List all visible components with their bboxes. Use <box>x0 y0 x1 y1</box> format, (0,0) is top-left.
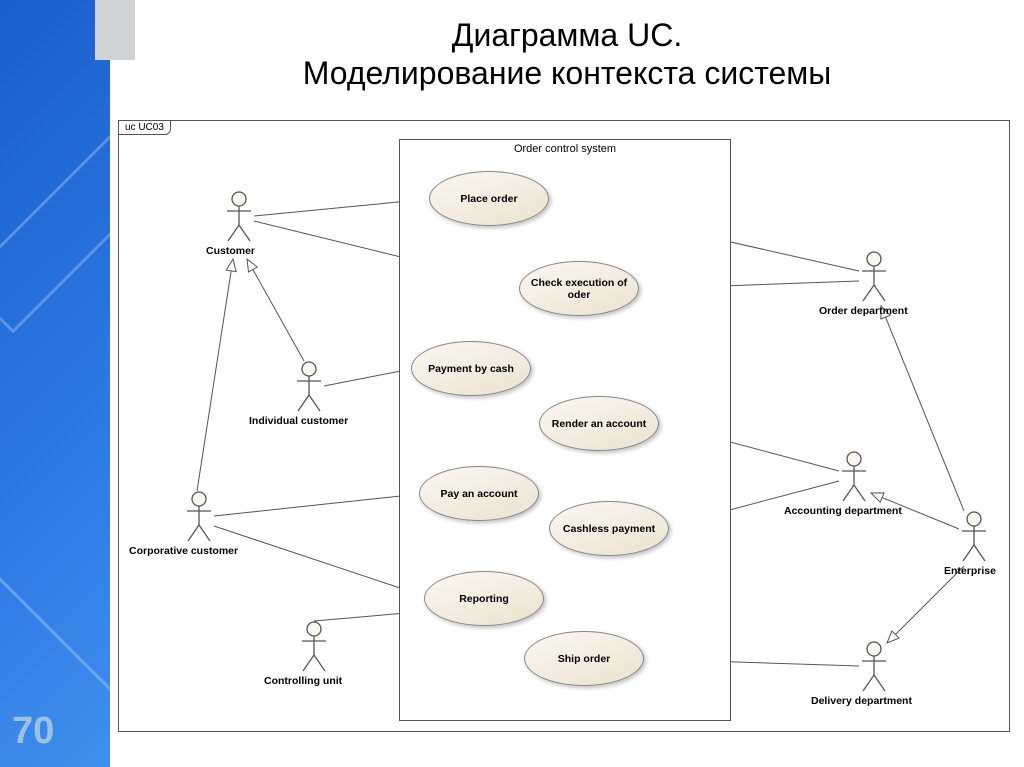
usecase-reporting: Reporting <box>424 571 544 626</box>
actor-order_dept <box>859 251 889 303</box>
usecase-cashless: Cashless payment <box>549 501 669 556</box>
title-line-2: Моделирование контекста системы <box>303 55 832 91</box>
edge-corp_cust-reporting <box>214 526 424 596</box>
actor-label-corp_cust: Corporative customer <box>129 545 238 557</box>
edge-corp_cust-customer <box>197 259 233 491</box>
edge-indiv_cust-customer <box>247 259 304 361</box>
usecase-ship_order: Ship order <box>524 631 644 686</box>
edge-indiv_cust-pay_cash <box>324 369 411 386</box>
system-title: Order control system <box>400 143 730 155</box>
actor-acc_dept <box>839 451 869 503</box>
actor-label-customer: Customer <box>206 245 255 257</box>
actor-label-order_dept: Order department <box>819 305 908 317</box>
actor-label-enterprise: Enterprise <box>944 565 996 577</box>
edge-corp_cust-pay_acc <box>214 494 419 516</box>
usecase-pay_acc: Pay an account <box>419 466 539 521</box>
edge-enterprise-order_dept <box>881 306 964 511</box>
title-line-1: Диаграмма UC. <box>452 17 682 53</box>
usecase-render_acc: Render an account <box>539 396 659 451</box>
actor-indiv_cust <box>294 361 324 413</box>
slide-title: Диаграмма UC. Моделирование контекста си… <box>130 16 1004 93</box>
actor-label-ctrl_unit: Controlling unit <box>264 675 342 687</box>
corner-block <box>95 0 135 60</box>
usecase-place_order: Place order <box>429 171 549 226</box>
usecase-check_exec: Check execution ofoder <box>519 261 639 316</box>
page-number: 70 <box>12 710 54 753</box>
actor-label-acc_dept: Accounting department <box>784 505 902 517</box>
actor-customer <box>224 191 254 243</box>
actor-label-deliv_dept: Delivery department <box>811 695 912 707</box>
actor-deliv_dept <box>859 641 889 693</box>
actor-label-indiv_cust: Individual customer <box>249 415 348 427</box>
actor-corp_cust <box>184 491 214 543</box>
actor-enterprise <box>959 511 989 563</box>
edge-enterprise-deliv_dept <box>887 566 964 643</box>
frame-tag: uc UC03 <box>118 120 171 135</box>
actor-ctrl_unit <box>299 621 329 673</box>
usecase-pay_cash: Payment by cash <box>411 341 531 396</box>
diagram-frame: uc UC03 Order control system Place order C… <box>118 120 1010 732</box>
